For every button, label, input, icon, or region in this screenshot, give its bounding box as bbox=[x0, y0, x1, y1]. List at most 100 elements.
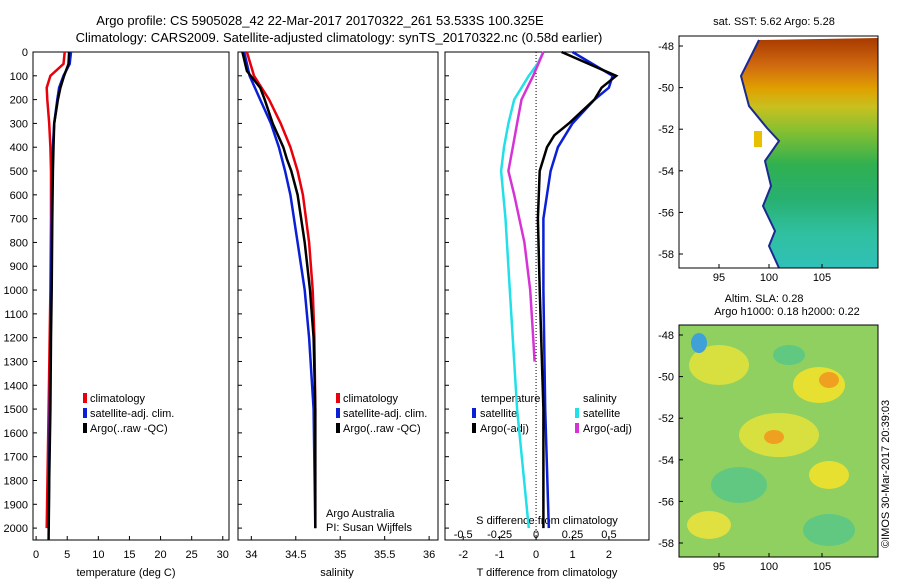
depth-tick-label: 1800 bbox=[4, 475, 28, 487]
temperature-xlabel: temperature (deg C) bbox=[76, 567, 175, 579]
sla-blob bbox=[711, 467, 767, 503]
legend-swatch-argo bbox=[83, 423, 87, 433]
depth-tick-label: 1400 bbox=[4, 380, 28, 392]
depth-tick-label: 0 bbox=[22, 47, 28, 59]
series-line-argo bbox=[241, 51, 317, 529]
legend-label-climatology: climatology bbox=[343, 393, 399, 405]
series-line-temperature-satellite bbox=[542, 50, 615, 529]
header-line-2: Climatology: CARS2009. Satellite-adjuste… bbox=[76, 30, 603, 45]
sla-blob bbox=[687, 511, 731, 539]
legend-title-temperature: temperature bbox=[481, 393, 540, 405]
depth-tick-label: 1700 bbox=[4, 452, 28, 464]
chart-marks: 0100200300400500600700800900100011001200… bbox=[4, 41, 832, 573]
salinity-xlabel: salinity bbox=[320, 567, 354, 579]
depth-tick-label: 500 bbox=[10, 166, 28, 178]
sla-blob bbox=[691, 333, 707, 353]
depth-tick-label: 200 bbox=[10, 95, 28, 107]
legend-swatch-s-argo bbox=[575, 423, 579, 433]
sst-edge bbox=[739, 39, 781, 268]
salinity-panel-frame bbox=[237, 51, 439, 541]
legend-label-t-argo: Argo(-adj) bbox=[480, 423, 529, 435]
depth-tick-label: 1500 bbox=[4, 404, 28, 416]
legend-title-salinity: salinity bbox=[583, 393, 617, 405]
sla-blob bbox=[764, 430, 784, 444]
pi-note: PI: Susan Wijffels bbox=[326, 522, 412, 534]
top-tick-label: 0.5 bbox=[601, 529, 616, 541]
x-tick-label: 20 bbox=[154, 549, 166, 561]
legend-swatch-climatology bbox=[336, 393, 340, 403]
depth-tick-label: 1000 bbox=[4, 285, 28, 297]
sla-blob bbox=[803, 514, 855, 546]
legend-label-s-argo: Argo(-adj) bbox=[583, 423, 632, 435]
legend-label-t-satellite: satellite bbox=[480, 408, 517, 420]
map-y-tick-label: -56 bbox=[658, 496, 674, 508]
map-y-tick-label: -58 bbox=[658, 249, 674, 261]
map-x-tick-label: 100 bbox=[760, 272, 778, 284]
sst-field bbox=[741, 38, 878, 268]
map-y-tick-label: -54 bbox=[658, 455, 674, 467]
x-tick-label: 35 bbox=[334, 549, 346, 561]
legend-label-s-satellite: satellite bbox=[583, 408, 620, 420]
salinity-legend: climatology satellite-adj. clim. Argo(..… bbox=[336, 393, 427, 435]
top-tick-label: 0.25 bbox=[562, 529, 583, 541]
diff-xlabel: T difference from climatology bbox=[477, 567, 618, 579]
map-y-tick-label: -50 bbox=[658, 372, 674, 384]
legend-label-argo: Argo(..raw -QC) bbox=[90, 423, 168, 435]
map-y-tick-label: -50 bbox=[658, 83, 674, 95]
x-tick-label: 5 bbox=[64, 549, 70, 561]
depth-tick-label: 400 bbox=[10, 142, 28, 154]
legend-swatch-t-argo bbox=[472, 423, 476, 433]
x-tick-label: 34 bbox=[245, 549, 257, 561]
map-y-tick-label: -54 bbox=[658, 166, 674, 178]
x-tick-label: 15 bbox=[123, 549, 135, 561]
legend-swatch-satellite bbox=[83, 408, 87, 418]
x-tick-label: 36 bbox=[423, 549, 435, 561]
x-tick-label: 2 bbox=[606, 549, 612, 561]
map-y-tick-label: -52 bbox=[658, 413, 674, 425]
imos-credit: ©IMOS 30-Mar-2017 20:39:03 bbox=[880, 400, 892, 548]
depth-tick-label: 1200 bbox=[4, 333, 28, 345]
legend-label-satellite: satellite-adj. clim. bbox=[90, 408, 174, 420]
sst-map bbox=[739, 38, 878, 268]
map-y-tick-label: -48 bbox=[658, 330, 674, 342]
map-x-tick-label: 95 bbox=[713, 272, 725, 284]
diff-top-label: S difference from climatology bbox=[476, 515, 618, 527]
top-tick-label: -0.5 bbox=[454, 529, 473, 541]
legend-label-satellite: satellite-adj. clim. bbox=[343, 408, 427, 420]
sla-blob bbox=[819, 372, 839, 388]
series-line-argo bbox=[47, 51, 71, 541]
map-y-tick-label: -48 bbox=[658, 41, 674, 53]
legend-label-argo: Argo(..raw -QC) bbox=[343, 423, 421, 435]
x-tick-label: 30 bbox=[217, 549, 229, 561]
series-line-salinity-satellite bbox=[499, 51, 545, 529]
sla-blob bbox=[689, 345, 749, 385]
x-tick-label: 1 bbox=[569, 549, 575, 561]
sla-map bbox=[679, 325, 878, 557]
legend-swatch-t-satellite bbox=[472, 408, 476, 418]
depth-tick-label: 100 bbox=[10, 71, 28, 83]
depth-tick-label: 600 bbox=[10, 190, 28, 202]
sst-patch bbox=[754, 131, 762, 147]
sla-map-title-2: Argo h1000: 0.18 h2000: 0.22 bbox=[714, 306, 860, 318]
depth-tick-label: 2000 bbox=[4, 523, 28, 535]
map-x-tick-label: 105 bbox=[813, 272, 831, 284]
sla-blob bbox=[773, 345, 805, 365]
map-x-tick-label: 95 bbox=[713, 561, 725, 573]
legend-label-climatology: climatology bbox=[90, 393, 146, 405]
series-line-temperature-argo bbox=[536, 50, 619, 529]
x-tick-label: -1 bbox=[495, 549, 505, 561]
x-tick-label: 0 bbox=[533, 549, 539, 561]
argo-australia-note: Argo Australia bbox=[326, 508, 395, 520]
map-x-tick-label: 105 bbox=[813, 561, 831, 573]
x-tick-label: 0 bbox=[33, 549, 39, 561]
top-tick-label: -0.25 bbox=[487, 529, 512, 541]
x-tick-label: -2 bbox=[458, 549, 468, 561]
map-x-tick-label: 100 bbox=[760, 561, 778, 573]
depth-tick-label: 1300 bbox=[4, 356, 28, 368]
legend-swatch-s-satellite bbox=[575, 408, 579, 418]
sst-map-frame bbox=[678, 35, 879, 269]
legend-swatch-climatology bbox=[83, 393, 87, 403]
depth-tick-label: 1900 bbox=[4, 499, 28, 511]
